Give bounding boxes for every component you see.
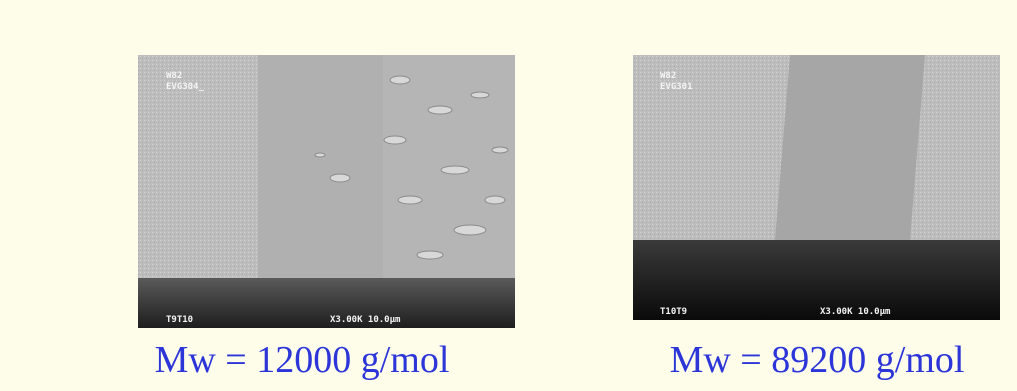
- sem-label: T9T10: [166, 315, 193, 325]
- sem-label: EVG304_: [166, 82, 205, 92]
- smooth-region: [775, 55, 925, 240]
- caption: Mw = 89200 g/mol: [670, 339, 965, 381]
- micrograph: W82 EVG301 T10T9 X3.00K 10.0µm: [633, 55, 1000, 320]
- figure: W82 EVG304_ T9T10 X3.00K 10.0µm W82 EVG3…: [0, 0, 1017, 391]
- sem-label: X3.00K 10.0µm: [820, 307, 891, 317]
- micrograph: W82 EVG304_ T9T10 X3.00K 10.0µm: [138, 55, 515, 328]
- sem-label: EVG301: [660, 82, 693, 92]
- substrate: [633, 240, 1000, 320]
- sem-label: X3.00K 10.0µm: [330, 315, 401, 325]
- sem-label: T10T9: [660, 307, 687, 317]
- smooth-region: [258, 55, 383, 278]
- sem-label: W82: [166, 71, 182, 81]
- substrate: [138, 278, 515, 328]
- caption: Mw = 12000 g/mol: [155, 339, 450, 381]
- sem-label: W82: [660, 71, 676, 81]
